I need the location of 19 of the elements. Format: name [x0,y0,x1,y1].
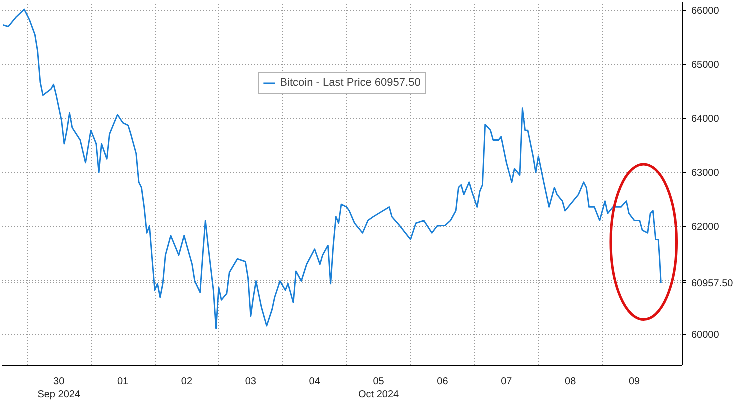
legend-label: Bitcoin - Last Price 60957.50 [280,77,421,89]
y-tick-label: 60957.50 [692,278,734,290]
x-tick-label: 09 [628,376,641,388]
x-tick-label: 05 Oct 2024 [358,376,400,401]
y-tick-label: 62000 [692,222,720,234]
x-tick-label: 04 [309,376,321,388]
y-tick-label: 64000 [692,114,720,126]
x-tick-label: 01 [117,376,130,388]
y-tick-label: 60000 [692,330,720,342]
y-tick-label: 66000 [692,6,720,18]
x-tick-label: 08 [565,376,577,388]
x-tick-label: 06 [437,376,449,388]
x-tick-label: 07 [501,376,513,388]
x-tick-label: 30 Sep 2024 [38,376,81,401]
x-tick-label: 02 [181,376,193,388]
y-tick-label: 65000 [692,60,720,72]
x-tick-label: 03 [245,376,257,388]
y-tick-label: 63000 [692,168,720,180]
line-series [2,8,662,330]
